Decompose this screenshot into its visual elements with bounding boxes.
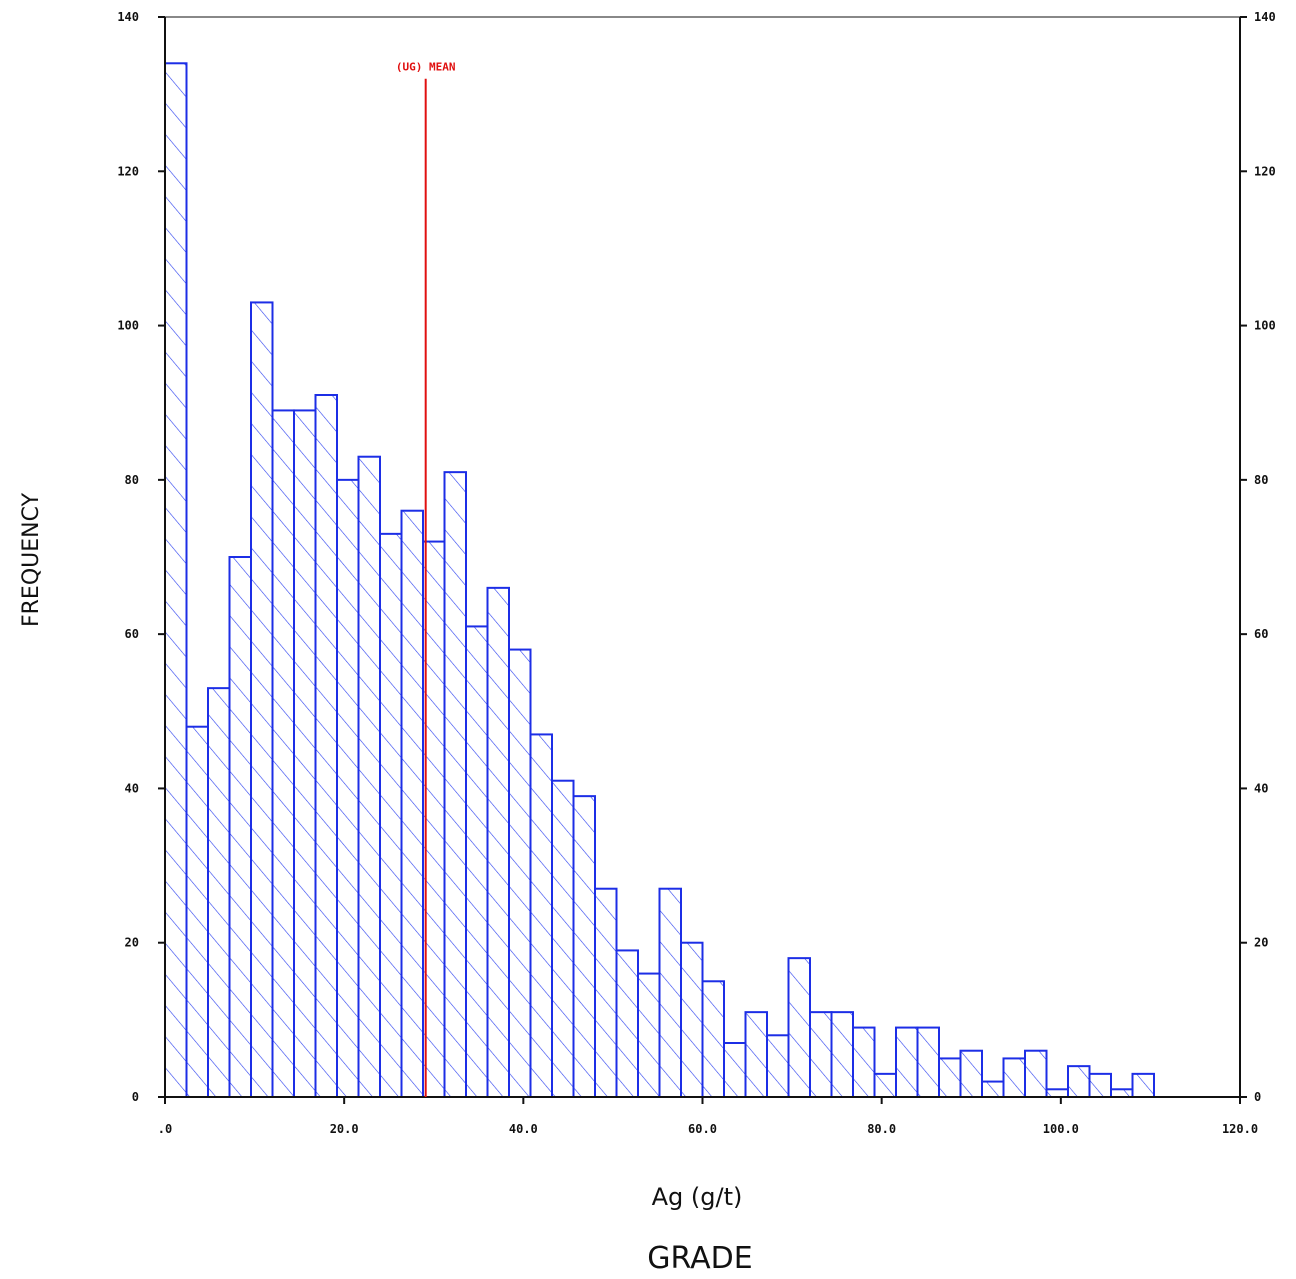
histogram-bar — [551, 779, 575, 1098]
histogram-bar — [766, 1034, 790, 1099]
histogram-bar — [164, 62, 188, 1098]
y-tick-label-right: 120 — [1254, 164, 1276, 178]
y-tick-label-left: 60 — [125, 627, 139, 641]
histogram-bar — [443, 471, 467, 1098]
histogram-bar — [981, 1080, 1005, 1098]
histogram-bar — [615, 949, 639, 1099]
histogram-bar — [379, 532, 403, 1098]
histogram-bar — [185, 725, 209, 1098]
histogram-bar — [1024, 1049, 1048, 1098]
histogram-bar — [744, 1011, 768, 1099]
histogram-bar — [207, 687, 231, 1099]
x-tick-label: 120.0 — [1222, 1122, 1258, 1136]
histogram-bar — [1110, 1088, 1134, 1099]
y-tick-label-left: 0 — [132, 1090, 139, 1104]
histogram-bar — [594, 887, 618, 1099]
y-tick-label-left: 20 — [125, 936, 139, 950]
x-axis-title: Ag (g/t) — [652, 1183, 743, 1211]
histogram-bar — [529, 733, 553, 1099]
histogram-bar — [465, 625, 489, 1099]
histogram-bar — [701, 980, 725, 1098]
histogram-bar — [486, 586, 510, 1098]
histogram-bar — [314, 394, 338, 1098]
y-tick-label-right: 60 — [1254, 627, 1268, 641]
y-tick-label-left: 80 — [125, 473, 139, 487]
histogram-bar — [680, 941, 704, 1099]
histogram-bar — [271, 409, 295, 1098]
histogram-bar — [293, 409, 317, 1098]
y-axis-title: FREQUENCY — [19, 492, 44, 627]
histogram-bar — [400, 509, 424, 1098]
y-tick-label-left: 100 — [117, 319, 139, 333]
labels-layer: FREQUENCY Ag (g/t) GRADE — [19, 492, 753, 1276]
mean-layer: (UG) MEAN — [396, 61, 456, 1097]
histogram-bar — [1045, 1088, 1069, 1099]
histogram-bar — [637, 972, 661, 1098]
histogram-bar — [336, 478, 360, 1099]
x-tick-label: 60.0 — [688, 1122, 717, 1136]
histogram-bar — [572, 795, 596, 1099]
x-axis-title-grade: GRADE — [647, 1241, 752, 1276]
histogram-bar — [357, 455, 381, 1098]
y-tick-label-left: 120 — [117, 164, 139, 178]
histogram-bar — [787, 957, 811, 1099]
histogram-bar — [250, 301, 274, 1098]
x-tick-label: 40.0 — [509, 1122, 538, 1136]
x-tick-label: 80.0 — [867, 1122, 896, 1136]
y-tick-label-right: 80 — [1254, 473, 1268, 487]
y-tick-label-right: 100 — [1254, 319, 1276, 333]
y-tick-label-right: 20 — [1254, 936, 1268, 950]
y-tick-label-right: 140 — [1254, 10, 1276, 24]
mean-label: (UG) MEAN — [396, 61, 456, 74]
histogram-bar — [1067, 1065, 1091, 1098]
histogram-bar — [852, 1026, 876, 1098]
histogram-bar — [1002, 1057, 1026, 1099]
histogram-bar — [1131, 1072, 1155, 1099]
histogram-bar — [809, 1011, 833, 1099]
axes-layer: 0 0 20 20 40 40 60 60 80 80 100 100 120 120 140 140 .0 20… — [117, 10, 1275, 1136]
histogram-bar — [916, 1026, 940, 1098]
histogram-bar — [723, 1042, 747, 1098]
x-tick-label: .0 — [158, 1122, 172, 1136]
histogram-bar — [508, 648, 532, 1098]
y-tick-label-right: 40 — [1254, 781, 1268, 795]
histogram-bar — [873, 1072, 897, 1099]
histogram-bar — [1088, 1072, 1112, 1099]
histogram-bar — [938, 1057, 962, 1099]
y-tick-label-left: 140 — [117, 10, 139, 24]
histogram-bar — [895, 1026, 919, 1098]
bars-layer — [164, 62, 1155, 1099]
histogram-bar — [228, 556, 252, 1098]
histogram-bar — [959, 1049, 983, 1098]
histogram-bar — [658, 887, 682, 1099]
y-tick-label-right: 0 — [1254, 1090, 1261, 1104]
x-tick-label: 100.0 — [1043, 1122, 1079, 1136]
x-tick-label: 20.0 — [330, 1122, 359, 1136]
y-tick-label-left: 40 — [125, 781, 139, 795]
histogram-bar — [830, 1011, 854, 1099]
